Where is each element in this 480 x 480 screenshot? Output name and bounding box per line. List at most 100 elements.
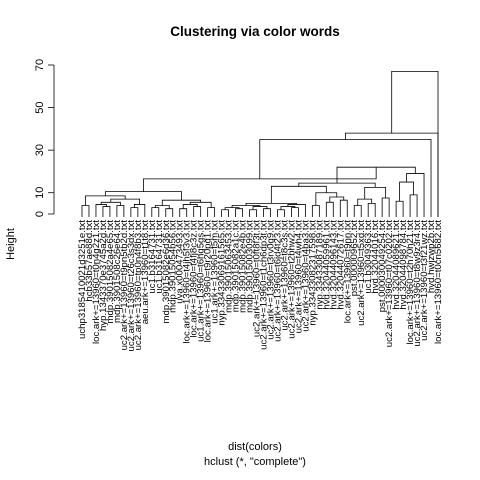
leaf-label: loc.ark+=13960=t0cn5682.txt [433, 220, 444, 344]
leaf-label: nyp.33433069161565.txt [217, 220, 228, 326]
leaf-label: hcb33b57ae88d.txt [84, 220, 95, 302]
merge-link [367, 202, 376, 217]
merge-link [235, 208, 243, 217]
merge-link [189, 201, 212, 208]
leaf-label: uc2.ark+=13960=t9pn5tb2d.txt [119, 220, 130, 351]
leaf-label: uc2.ark+=13960=t8w9z3r4.txt [412, 220, 423, 347]
leaf-label: loc.ark+=13960=t4jh5f3v3.txt [182, 220, 193, 344]
leaf-label: mdp.39015082e4b.txt [238, 220, 249, 313]
merge-link [409, 194, 418, 217]
merge-link [339, 199, 348, 217]
merge-link [263, 208, 271, 217]
merge-link [81, 205, 90, 217]
x-axis-label: dist(colors) [228, 441, 282, 453]
merge-link [353, 205, 362, 217]
leaf-label: mdp.39015082a4e65.txt [105, 220, 116, 324]
merge-link [381, 197, 390, 217]
leaf-label: nyp.33433087189.txt [314, 220, 325, 310]
merge-link [399, 181, 414, 202]
merge-link [100, 201, 121, 206]
merge-link [154, 205, 170, 209]
leaf-label: uc2.ark+=13960=t26c3s3dx.txt [126, 220, 137, 352]
leaf-label: uc1.b3164731.txt [147, 220, 158, 294]
y-tick-label: 50 [34, 101, 46, 113]
merge-link [364, 186, 387, 200]
leaf-labels: uchp3185410021d3251e.txthcb33b57ae88d.tx… [77, 220, 444, 352]
y-axis: 0 10 30 50 70 [34, 59, 55, 217]
leaf-label: hvd.32044059961.txt [321, 220, 332, 310]
leaf-label: uc1.ark+=13960=t6hq5gs.txt [196, 220, 207, 342]
merge-link [179, 208, 188, 217]
merge-link [252, 206, 268, 210]
merge-link [207, 207, 216, 217]
method-label: hclust (*, "complete") [204, 456, 306, 468]
merge-link [270, 185, 327, 204]
leaf-label: uva.x000473493.txt [175, 220, 186, 304]
merge-link [298, 182, 376, 188]
merge-link [325, 201, 334, 217]
leaf-label: uchp3185410021d3251e.txt [77, 220, 88, 339]
chart-title: Clustering via color words [170, 24, 340, 39]
leaf-label: loc.ark+=13960=t4fj8c3z.txt [189, 220, 200, 338]
y-tick-label: 70 [34, 59, 46, 71]
leaf-label: uc2.ark+=13960=t5xd.txt [356, 220, 367, 326]
leaf-label: uc2.ark+=13960=t07c0202.txt [384, 220, 395, 348]
leaf-label: pst.000030049254.txt [377, 220, 388, 313]
merge-link [116, 205, 125, 217]
leaf-label: uc2.ark+=13960=t3rv0q9.txt [265, 220, 276, 340]
merge-link [165, 208, 174, 217]
y-tick-label: 30 [34, 144, 46, 156]
leaf-label: hvd.32044098784.txt [398, 220, 409, 310]
y-axis-label: Height [5, 228, 17, 260]
leaf-label: loc.ark+=13960=t0n4g2z1.txt [91, 220, 102, 344]
merge-link [277, 209, 285, 217]
merge-link [110, 198, 140, 205]
leaf-label: uc2.ark+=13960=t8c3s.txt [279, 220, 290, 331]
leaf-label: uc2.ark+=13960=t6jd4t23.txt [272, 220, 283, 342]
leaf-label: hvd.32044096143.txt [328, 220, 339, 310]
merge-link [249, 209, 257, 217]
y-tick-label: 10 [34, 187, 46, 199]
leaf-label: uc1.b3164731.txt [154, 220, 165, 294]
merge-link [133, 204, 146, 217]
leaf-label: uc2.ark+=13960=t1ch6dp3t.txt [258, 220, 269, 350]
merge-link [193, 206, 202, 217]
merge-link [231, 205, 261, 208]
leaf-label: uc2.ark+=13960=tp0n4f8b3.txt [133, 220, 144, 351]
merge-link [143, 167, 377, 192]
leaf-label: uc2.ark+=13960=t3f21wz.txt [419, 220, 430, 341]
merge-link [391, 70, 439, 217]
leaf-label: hvd.32044089621.txt [391, 220, 402, 310]
leaf-label: uc1.ark+=13960=t5m.txt [210, 220, 221, 324]
leaf-label: hyp.1343370e3745a2d.txt [98, 220, 109, 331]
leaf-label: uc2.ark+=13960=t2bhw2.txt [286, 220, 297, 339]
leaf-label: uc2.ark+=13960=t4ba3.txt [300, 220, 311, 332]
leaf-label: hvd.32044072617.txt [335, 220, 346, 310]
leaf-label: hvd.hwjzwp2b.txt [426, 220, 437, 293]
leaf-label: mdp.39015082a1c.txt [231, 220, 242, 313]
leaf-label: loc.ark+=13960=t2h70h21.txt [405, 220, 416, 345]
leaf-label: mdp.39015003099.txt [245, 220, 256, 313]
merge-link [130, 207, 139, 217]
merge-link [336, 166, 416, 184]
merge-link [395, 200, 404, 217]
merge-link [406, 173, 425, 217]
merge-link [291, 207, 299, 217]
leaf-label: uc2.ark+=13960=t0ft8f3t.txt [252, 220, 263, 337]
merge-link [311, 205, 320, 217]
leaf-label: loc.ark+=13960=t9r20pq1.txt [203, 220, 214, 343]
leaf-label: mdp.39015063453.txt [224, 220, 235, 313]
merge-link [221, 209, 229, 217]
leaf-label: mdp.39015082e6d36.txt [161, 220, 172, 324]
leaf-label: mdp.3901508c26e64.txt [112, 220, 123, 323]
leaf-label: pst.000009652.txt [349, 220, 360, 297]
dendrogram-links [81, 70, 439, 217]
leaf-label: hvd.32044016.txt [370, 220, 381, 294]
y-tick-label: 0 [34, 211, 46, 217]
merge-link [259, 139, 432, 217]
leaf-label: uc2.ark+=13960=t4wh4.txt [293, 220, 304, 334]
merge-link [357, 198, 373, 206]
leaf-label: uc1.b3049363.txt [363, 220, 374, 294]
merge-link [102, 206, 111, 217]
